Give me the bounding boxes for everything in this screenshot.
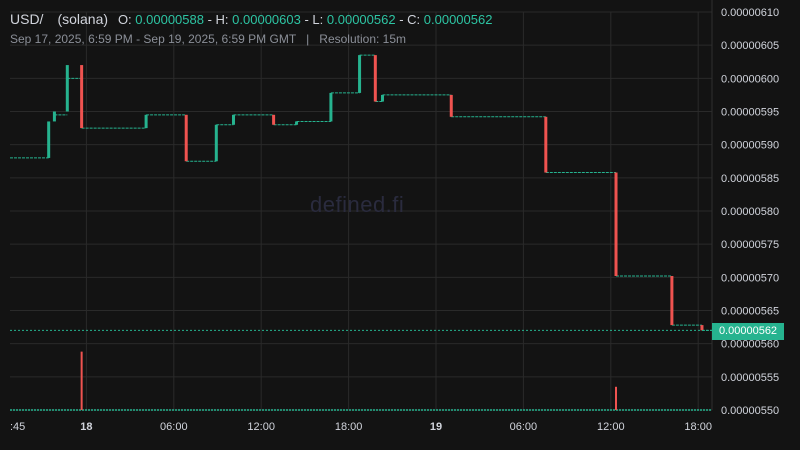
low-value: 0.00000562 (326, 12, 396, 27)
x-tick-label: 18 (80, 421, 92, 433)
close-label: C: (407, 12, 421, 27)
x-tick-label: 18:00 (335, 421, 363, 433)
low-label: L: (312, 12, 324, 27)
y-tick-label: 0.00000585 (721, 173, 779, 185)
candle-body (272, 114, 276, 125)
ohlc-values: O: 0.00000588 - H: 0.00000603 - L: 0.000… (117, 12, 493, 27)
x-axis: :45 18 06:00 12:00 18:00 19 06:00 12:00 18:00 (10, 421, 712, 433)
candle-body (670, 276, 674, 326)
x-tick-label: 06:00 (510, 421, 538, 433)
symbol-pair: USD/ (10, 11, 44, 27)
candle-body (544, 116, 548, 173)
high-label: H: (215, 12, 229, 27)
y-tick-label: 0.00000555 (721, 372, 779, 384)
y-tick-label: 0.00000600 (721, 73, 779, 85)
resolution-label[interactable]: Resolution: 15m (319, 32, 407, 46)
high-value: 0.00000603 (232, 12, 301, 27)
x-tick-label: 06:00 (160, 421, 188, 433)
y-tick-label: 0.00000580 (721, 206, 779, 218)
y-tick-label: 0.00000575 (721, 239, 779, 251)
x-tick-label: 19 (430, 421, 442, 433)
y-tick-label: 0.00000610 (721, 7, 779, 19)
x-tick-label: :45 (10, 421, 25, 433)
candle-body (144, 114, 148, 129)
x-tick-label: 18:00 (684, 421, 712, 433)
y-tick-label: 0.00000605 (721, 40, 779, 52)
y-tick-label: 0.00000570 (721, 272, 779, 284)
candle-body (214, 124, 218, 162)
chart-header: USD/ (solana) O: 0.00000588 - H: 0.000006… (10, 10, 492, 29)
candle-body (184, 114, 188, 162)
candle-body (700, 325, 704, 331)
candle-body (373, 55, 377, 102)
close-value: 0.00000562 (423, 12, 493, 27)
candle-body (295, 121, 299, 125)
candle-body (614, 172, 618, 277)
candle-body (65, 65, 69, 112)
open-label: O: (117, 12, 132, 27)
y-axis: 0.00000610 0.00000605 0.00000600 0.00000595… (721, 7, 779, 417)
y-tick-label: 0.00000560 (721, 339, 779, 351)
symbol-title[interactable]: USD/ (solana) (10, 11, 112, 27)
x-tick-label: 12:00 (247, 421, 275, 433)
y-tick-label: 0.00000590 (721, 140, 779, 152)
last-price-badge: 0.00000562 (712, 323, 784, 340)
candle-body (329, 92, 333, 122)
candle-body (358, 55, 362, 93)
y-tick-label: 0.00000550 (721, 405, 779, 417)
candle-body (47, 121, 51, 158)
date-range: Sep 17, 2025, 6:59 PM - Sep 19, 2025, 6:… (10, 32, 297, 46)
volume-bars (10, 351, 712, 411)
candle-body (231, 114, 235, 125)
candle-body (449, 94, 453, 117)
chart-subtitle: Sep 17, 2025, 6:59 PM - Sep 19, 2025, 6:… (10, 32, 406, 46)
watermark-logo: defined.fi (310, 192, 405, 217)
candle-body (380, 94, 384, 102)
y-tick-label: 0.00000565 (721, 306, 779, 318)
subtitle-separator: | (306, 32, 310, 46)
y-tick-label: 0.00000595 (721, 107, 779, 119)
x-tick-label: 12:00 (597, 421, 625, 433)
open-value: 0.00000588 (135, 12, 204, 27)
candle-body (80, 65, 84, 129)
symbol-chain: (solana) (57, 11, 109, 27)
candle-body (52, 111, 56, 122)
